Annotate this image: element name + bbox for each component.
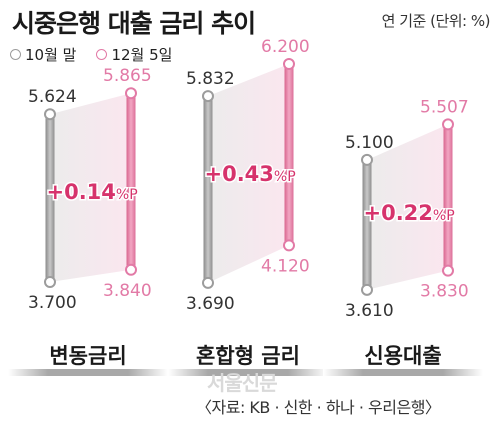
range-band xyxy=(367,124,448,290)
chart-title: 시중은행 대출 금리 추이 xyxy=(12,9,256,38)
label-dec-min: 4.120 xyxy=(261,256,310,276)
label-oct-max: 5.624 xyxy=(28,87,77,107)
range-band xyxy=(208,64,289,283)
change-value: +0.14 xyxy=(47,180,116,204)
unit-label: 연 기준 (단위: %) xyxy=(381,12,491,30)
label-dec-max: 6.200 xyxy=(261,37,310,57)
legend-dec-label: 12월 5일 xyxy=(111,46,173,64)
change-value: +0.22 xyxy=(364,201,433,225)
group-label: 혼합형 금리 xyxy=(196,344,300,368)
label-oct-min: 3.700 xyxy=(28,293,77,313)
legend-oct: 10월 말 xyxy=(10,44,76,65)
change-label: +0.43%P xyxy=(205,162,296,186)
bar-oct xyxy=(362,159,372,290)
label-oct-max: 5.832 xyxy=(186,69,235,89)
change-label: +0.14%P xyxy=(47,180,138,204)
end-marker xyxy=(442,264,454,277)
end-marker xyxy=(202,90,214,103)
change-value: +0.43 xyxy=(205,162,274,186)
legend-dec-marker xyxy=(96,49,108,60)
bar-oct xyxy=(203,96,213,283)
end-marker xyxy=(125,87,137,100)
label-dec-max: 5.507 xyxy=(420,97,469,117)
bar-dec xyxy=(284,64,294,246)
group-label: 신용대출 xyxy=(364,344,441,368)
label-dec-min: 3.840 xyxy=(103,281,152,301)
range-band xyxy=(50,93,131,282)
change-unit: %P xyxy=(433,208,455,224)
end-marker xyxy=(442,118,454,131)
group-label-bar xyxy=(323,369,483,376)
label-oct-min: 3.610 xyxy=(345,301,394,321)
bar-dec xyxy=(443,124,453,271)
legend-dec: 12월 5일 xyxy=(96,44,172,65)
change-unit: %P xyxy=(116,187,138,203)
group-label-bar xyxy=(168,369,328,376)
group-label-bar xyxy=(8,369,168,376)
legend-oct-marker xyxy=(10,49,21,60)
change-unit: %P xyxy=(274,169,296,185)
legend: 10월 말 12월 5일 xyxy=(10,44,192,65)
end-marker xyxy=(125,263,137,276)
change-label: +0.22%P xyxy=(364,201,455,225)
bar-oct xyxy=(45,114,55,282)
end-marker xyxy=(361,153,373,166)
end-marker xyxy=(44,276,56,288)
end-marker xyxy=(361,283,373,296)
label-oct-min: 3.690 xyxy=(186,294,235,314)
bar-dec xyxy=(126,93,136,270)
end-marker xyxy=(283,239,295,252)
watermark: 서울신문 xyxy=(207,371,278,395)
source-credit: 〈자료: KB · 신한 · 하나 · 우리은행〉 xyxy=(196,398,441,417)
end-marker xyxy=(44,108,56,121)
label-oct-max: 5.100 xyxy=(345,133,394,153)
label-dec-min: 3.830 xyxy=(420,282,469,302)
end-marker xyxy=(202,276,214,289)
end-marker xyxy=(283,58,295,70)
legend-oct-label: 10월 말 xyxy=(25,46,77,64)
group-label: 변동금리 xyxy=(49,344,126,368)
label-dec-max: 5.865 xyxy=(103,66,152,86)
